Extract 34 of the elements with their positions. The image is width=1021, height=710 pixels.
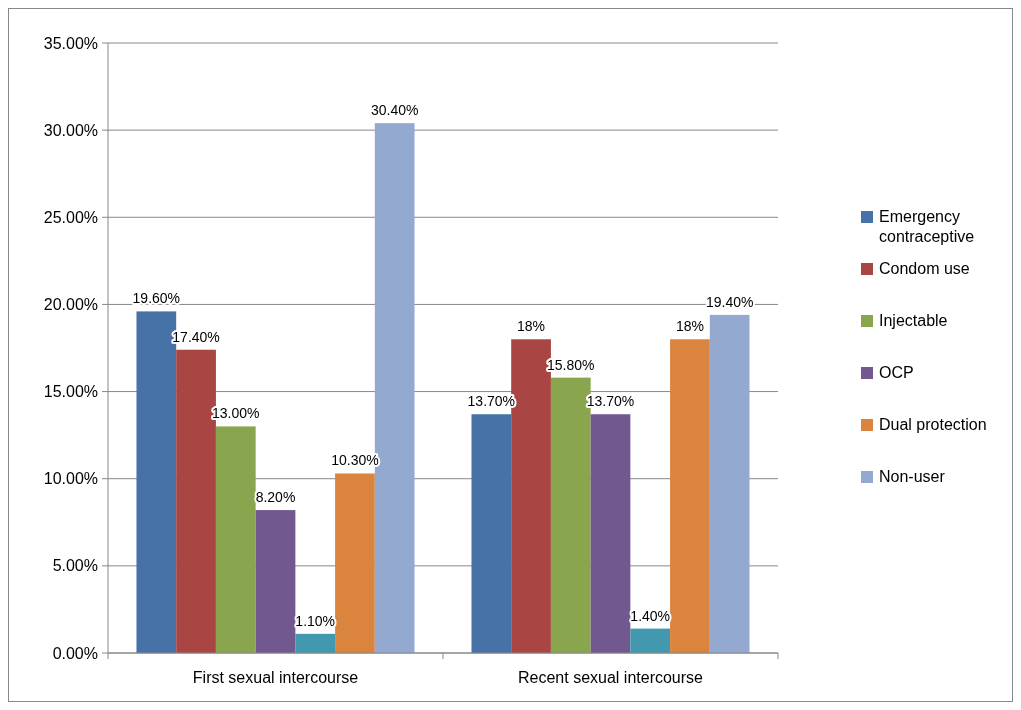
bar — [215, 426, 256, 653]
data-label: 1.10% — [295, 612, 336, 629]
y-tick-label: 30.00% — [43, 121, 98, 139]
data-label: 18% — [517, 318, 546, 335]
data-label: 19.40% — [705, 293, 754, 310]
legend-label: Injectable — [879, 312, 948, 329]
legend-label: Dual protection — [879, 416, 987, 433]
bar — [630, 628, 671, 653]
x-tick-label: Recent sexual intercourse — [518, 669, 704, 686]
bar — [670, 339, 710, 653]
y-tick-label: 5.00% — [52, 557, 98, 575]
y-tick-label: 35.00% — [43, 34, 98, 52]
bar — [255, 510, 296, 653]
bar — [709, 314, 750, 653]
x-tick-label: First sexual intercourse — [192, 669, 359, 686]
data-label: 30.40% — [370, 102, 419, 119]
y-tick-label: 25.00% — [43, 208, 98, 226]
y-tick-label: 0.00% — [52, 644, 98, 662]
bar — [471, 414, 512, 653]
legend-label: OCP — [879, 364, 914, 381]
data-label: 10.30% — [331, 452, 379, 469]
data-label: 1.40% — [630, 607, 671, 624]
bar — [295, 633, 336, 653]
data-label: 19.60% — [132, 290, 181, 307]
legend-label: Emergency contraceptive — [879, 208, 975, 245]
y-tick-label: 15.00% — [43, 383, 98, 401]
y-tick-label: 10.00% — [43, 470, 98, 488]
data-label: 18% — [675, 318, 704, 335]
bar — [335, 473, 375, 653]
legend-label: Non-user — [879, 468, 946, 485]
legend-label: Condom use — [879, 260, 970, 277]
y-tick-label: 20.00% — [43, 296, 98, 314]
bar — [590, 414, 631, 653]
data-label: 8.20% — [255, 489, 296, 506]
